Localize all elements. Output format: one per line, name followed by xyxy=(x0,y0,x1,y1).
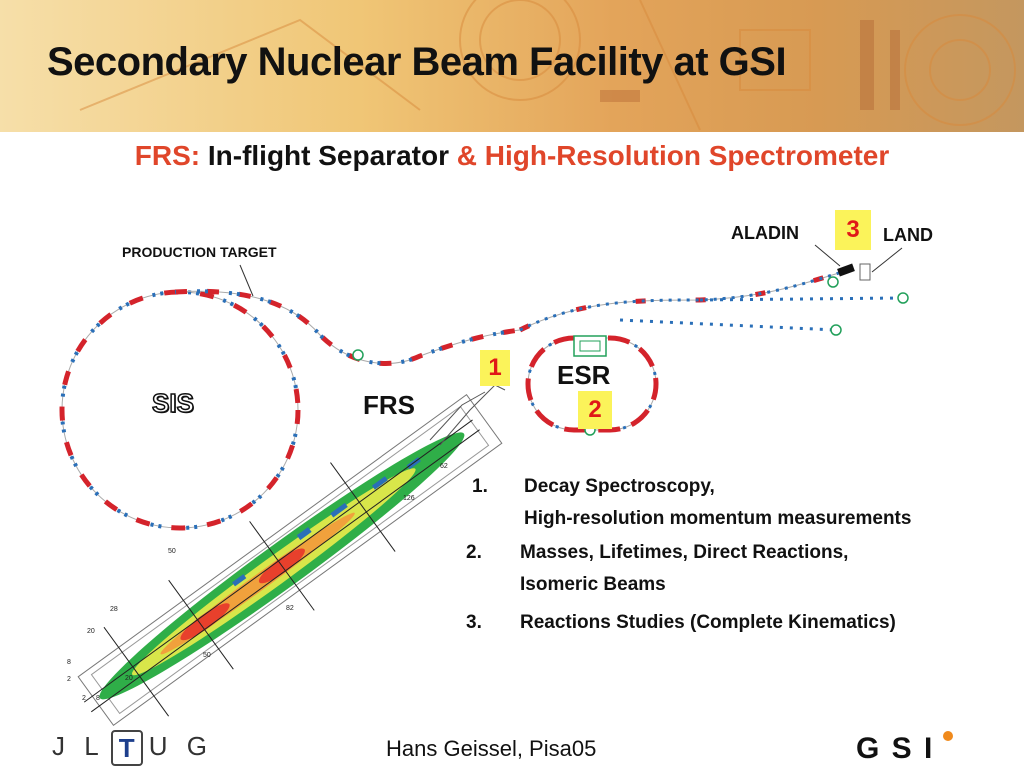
gsi-logo-text: G S I xyxy=(856,732,934,765)
marker-1: 1 xyxy=(480,350,510,386)
tick-label: 2 xyxy=(67,676,71,683)
subtitle-frs: FRS: xyxy=(134,140,201,171)
tick-label: 50 xyxy=(203,652,211,659)
cave-beamline xyxy=(519,271,843,331)
tick-label: 126 xyxy=(403,495,415,502)
esr-detector xyxy=(573,335,607,357)
aladin-magnet xyxy=(837,263,855,277)
list-item-text: Decay Spectroscopy, xyxy=(524,476,715,497)
header-banner: Secondary Nuclear Beam Facility at GSI xyxy=(0,0,1024,132)
branch-line-1 xyxy=(699,296,901,302)
jlug-logo-letters: J L xyxy=(52,730,105,761)
author-credit: Hans Geissel, Pisa05 xyxy=(386,736,597,761)
production-target-pointer xyxy=(239,264,254,297)
sis-label: SIS xyxy=(151,387,194,419)
tick-label: 8 xyxy=(67,659,71,666)
gsi-logo-dot xyxy=(943,731,953,741)
list-item-number: 2. xyxy=(466,542,482,563)
page-subtitle: FRS: In-flight Separator & High-Resoluti… xyxy=(0,140,1024,172)
aladin-pointer xyxy=(814,244,841,267)
list-item-text: High-resolution momentum measurements xyxy=(524,508,912,529)
beam-element xyxy=(352,349,364,361)
beam-element xyxy=(830,324,842,336)
jlug-logo-mark: T xyxy=(110,730,143,766)
production-target-label: PRODUCTION TARGET xyxy=(122,244,277,260)
gsi-logo: G S I xyxy=(856,731,953,765)
list-item-number: 1. xyxy=(472,476,488,497)
land-label: LAND xyxy=(883,225,933,245)
cave-beamline-magnets xyxy=(518,269,843,333)
frs-label: FRS xyxy=(363,390,415,420)
transfer-line-quads xyxy=(174,289,521,366)
tick-label: 62 xyxy=(440,463,448,470)
marker-3: 3 xyxy=(835,210,871,250)
sis-ring-magnets xyxy=(59,289,301,531)
esr-detector-inner xyxy=(579,340,601,352)
nuclide-tick-labels: 62 126 50 82 28 20 50 8 2 2 8 20 xyxy=(67,463,448,702)
page-title: Secondary Nuclear Beam Facility at GSI xyxy=(47,40,787,84)
subtitle-spectrometer: & High-Resolution Spectrometer xyxy=(456,140,890,171)
list-item-text: Isomeric Beams xyxy=(520,574,666,595)
cave-beamline-quads xyxy=(519,270,843,332)
yield-peak xyxy=(180,603,230,641)
tick-label: 50 xyxy=(168,548,176,555)
aladin-label: ALADIN xyxy=(731,223,799,243)
subtitle-separator: In-flight Separator xyxy=(200,140,457,171)
beam-element xyxy=(897,292,909,304)
land-pointer xyxy=(871,247,903,273)
tick-label: 28 xyxy=(110,606,118,613)
branch-line-2 xyxy=(619,318,837,332)
esr-label: ESR xyxy=(557,360,611,390)
tick-label: 20 xyxy=(125,675,133,682)
tick-label: 20 xyxy=(87,628,95,635)
nuclide-chart xyxy=(77,393,503,727)
beam-element xyxy=(827,276,839,288)
frs-contour xyxy=(429,384,506,446)
tick-label: 8 xyxy=(96,695,100,702)
list-item-text: Reactions Studies (Complete Kinematics) xyxy=(520,612,896,633)
tick-label: 2 xyxy=(82,695,86,702)
list-item-text: Masses, Lifetimes, Direct Reactions, xyxy=(520,542,849,563)
marker-2: 2 xyxy=(578,391,612,429)
list-item-number: 3. xyxy=(466,612,482,633)
tick-label: 82 xyxy=(286,605,294,612)
header-decoration xyxy=(79,0,1016,131)
jlug-logo-letters-2: U G xyxy=(148,730,213,761)
land-detector xyxy=(859,263,871,281)
